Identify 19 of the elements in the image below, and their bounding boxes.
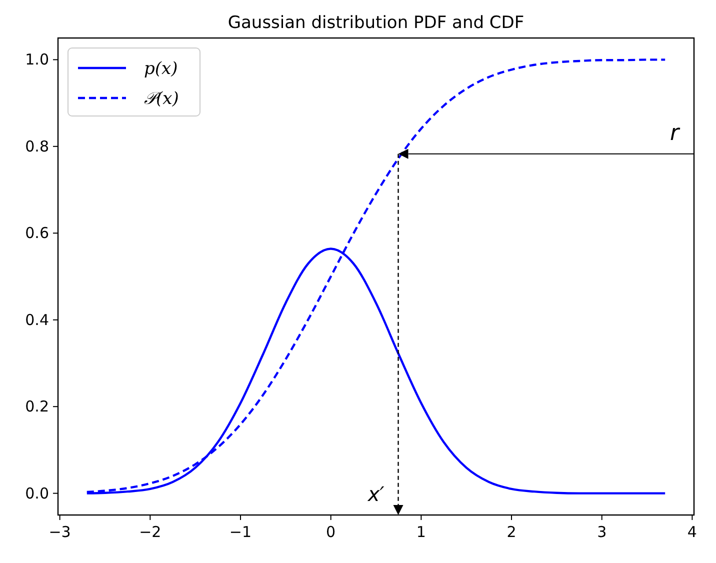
chart-title: Gaussian distribution PDF and CDF	[228, 13, 524, 33]
annotation: x′	[366, 482, 385, 506]
y-tick-label: 0.2	[25, 398, 49, 416]
x-tick-label: 0	[326, 523, 336, 541]
y-tick-label: 0.8	[25, 137, 49, 156]
y-tick-label: 0.4	[25, 310, 49, 329]
legend-label: 𝒫(x)	[144, 89, 179, 109]
x-tick-label: 2	[506, 523, 516, 541]
x-tick-label: 4	[687, 523, 697, 541]
x-tick-label: −2	[139, 523, 162, 541]
x-tick-label: −1	[229, 523, 252, 541]
y-tick-label: 0.6	[25, 224, 49, 242]
x-tick-label: 1	[416, 523, 426, 541]
x-tick-label: −3	[48, 523, 71, 541]
y-tick-label: 0.0	[25, 484, 49, 502]
annotation: r	[670, 120, 681, 146]
y-tick-label: 1.0	[25, 50, 49, 69]
x-tick-label: 3	[597, 523, 607, 541]
legend-label: p(x)	[144, 59, 178, 79]
